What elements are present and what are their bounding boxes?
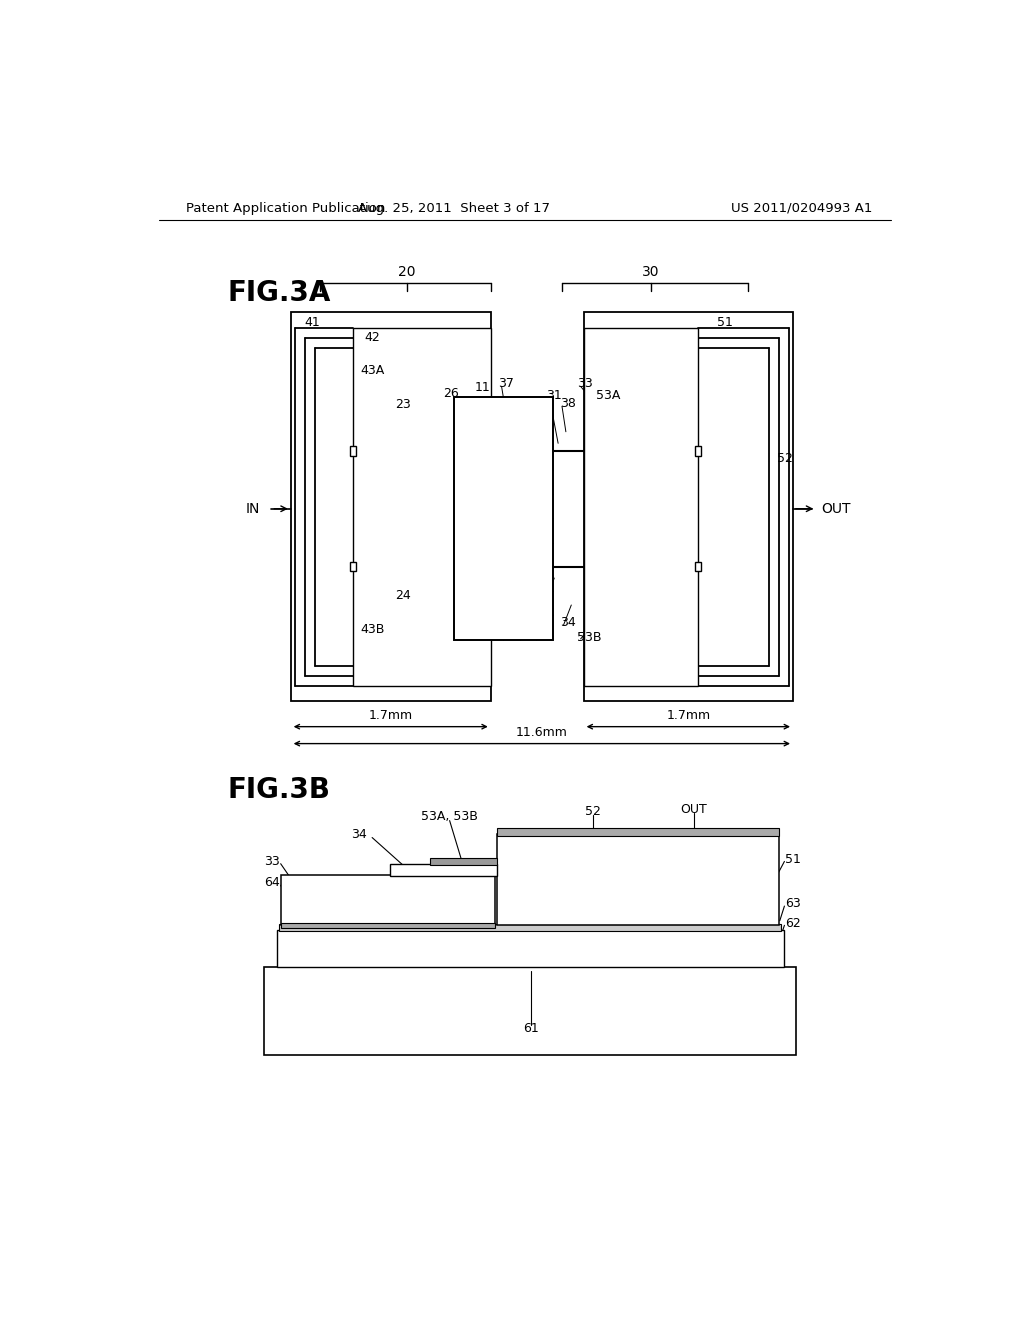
Text: 64: 64	[264, 875, 280, 888]
Bar	[349, 446, 356, 455]
Text: 23: 23	[395, 399, 411, 412]
Bar	[280, 924, 781, 931]
Text: 11.6mm: 11.6mm	[516, 726, 567, 739]
Bar	[497, 834, 779, 924]
Text: 62: 62	[785, 916, 801, 929]
Text: 1.7mm: 1.7mm	[667, 709, 711, 722]
Text: FIG.3B: FIG.3B	[227, 776, 330, 804]
Bar	[584, 327, 697, 686]
Text: 42: 42	[365, 330, 380, 343]
Text: 11: 11	[474, 381, 490, 395]
Bar	[282, 875, 496, 924]
Text: 38: 38	[560, 397, 577, 409]
Text: 51: 51	[785, 853, 801, 866]
Text: 52: 52	[585, 805, 601, 818]
Text: 30: 30	[642, 265, 659, 280]
Bar	[390, 863, 497, 876]
Text: OUT: OUT	[680, 803, 708, 816]
Text: 51: 51	[717, 315, 733, 329]
Text: 33: 33	[264, 855, 280, 869]
Text: 37: 37	[499, 376, 514, 389]
Text: 31: 31	[547, 389, 562, 403]
Text: 52: 52	[777, 453, 794, 465]
Text: IN: IN	[246, 502, 260, 516]
Text: 33: 33	[578, 376, 593, 389]
Text: Aug. 25, 2011  Sheet 3 of 17: Aug. 25, 2011 Sheet 3 of 17	[357, 202, 550, 215]
Text: 61: 61	[523, 1022, 539, 1035]
Text: 41: 41	[305, 315, 321, 329]
Bar	[276, 929, 783, 966]
Bar	[349, 562, 356, 572]
Text: US 2011/0204993 A1: US 2011/0204993 A1	[731, 202, 872, 215]
Bar	[497, 829, 779, 836]
Bar	[694, 446, 700, 455]
Bar	[263, 968, 796, 1056]
Text: 34: 34	[351, 828, 367, 841]
Text: 63: 63	[785, 898, 801, 911]
Bar	[454, 397, 553, 640]
Bar	[430, 858, 497, 866]
Bar	[454, 397, 553, 640]
Bar	[352, 327, 490, 686]
Text: 26: 26	[443, 387, 459, 400]
Text: 53A: 53A	[596, 389, 621, 403]
Text: Patent Application Publication: Patent Application Publication	[186, 202, 385, 215]
Bar	[584, 313, 793, 701]
Bar	[694, 562, 700, 572]
Text: 53A, 53B: 53A, 53B	[421, 810, 478, 824]
Text: 32: 32	[539, 605, 555, 618]
Text: 24: 24	[395, 589, 411, 602]
Text: 53B: 53B	[578, 631, 602, 644]
Text: 20: 20	[398, 265, 416, 280]
Text: 43B: 43B	[360, 623, 385, 636]
Bar	[282, 923, 496, 928]
Text: 1.7mm: 1.7mm	[369, 709, 413, 722]
Text: OUT: OUT	[821, 502, 851, 516]
Text: 34: 34	[560, 616, 577, 630]
Text: FIG.3A: FIG.3A	[227, 279, 331, 308]
Text: 43A: 43A	[360, 363, 385, 376]
Bar	[291, 313, 490, 701]
